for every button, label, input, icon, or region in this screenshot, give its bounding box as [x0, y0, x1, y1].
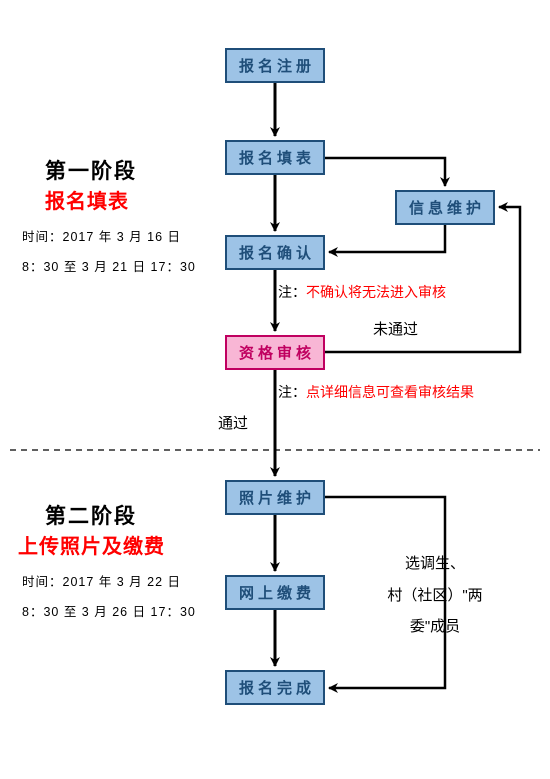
stage2-time-line2: 8：30 至 3 月 26 日 17：30 — [22, 605, 196, 619]
note-audit-prefix: 注： — [278, 384, 306, 400]
stage1-subtitle: 报名填表 — [45, 185, 129, 214]
node-pay: 网上缴费 — [225, 575, 325, 610]
node-audit: 资格审核 — [225, 335, 325, 370]
node-fill-form: 报名填表 — [225, 140, 325, 175]
stage2-subtitle: 上传照片及缴费 — [18, 530, 165, 559]
note-confirm-prefix: 注： — [278, 284, 306, 300]
node-confirm: 报名确认 — [225, 235, 325, 270]
stage1-time-line2: 8：30 至 3 月 21 日 17：30 — [22, 260, 196, 274]
skip-line3: 委"成员 — [410, 618, 460, 635]
note-confirm-text: 不确认将无法进入审核 — [306, 284, 446, 300]
stage2-time-line1: 时间：2017 年 3 月 22 日 — [22, 575, 181, 589]
label-fail: 未通过 — [373, 318, 418, 339]
note-confirm: 注：不确认将无法进入审核 — [278, 282, 446, 302]
stage1-time: 时间：2017 年 3 月 16 日 8：30 至 3 月 21 日 17：30 — [22, 222, 196, 282]
stage1-time-line1: 时间：2017 年 3 月 16 日 — [22, 230, 181, 244]
node-register: 报名注册 — [225, 48, 325, 83]
note-audit-text: 点详细信息可查看审核结果 — [306, 384, 474, 400]
skip-line1: 选调生、 — [405, 555, 465, 572]
stage2-time: 时间：2017 年 3 月 22 日 8：30 至 3 月 26 日 17：30 — [22, 567, 196, 627]
node-photo: 照片维护 — [225, 480, 325, 515]
label-skip: 选调生、 村（社区）"两 委"成员 — [380, 548, 490, 643]
node-info-maintain: 信息维护 — [395, 190, 495, 225]
stage2-title: 第二阶段 — [45, 500, 137, 530]
note-audit: 注：点详细信息可查看审核结果 — [278, 382, 474, 402]
stage1-title: 第一阶段 — [45, 155, 137, 185]
label-pass: 通过 — [218, 412, 248, 433]
node-done: 报名完成 — [225, 670, 325, 705]
skip-line2: 村（社区）"两 — [387, 587, 482, 604]
